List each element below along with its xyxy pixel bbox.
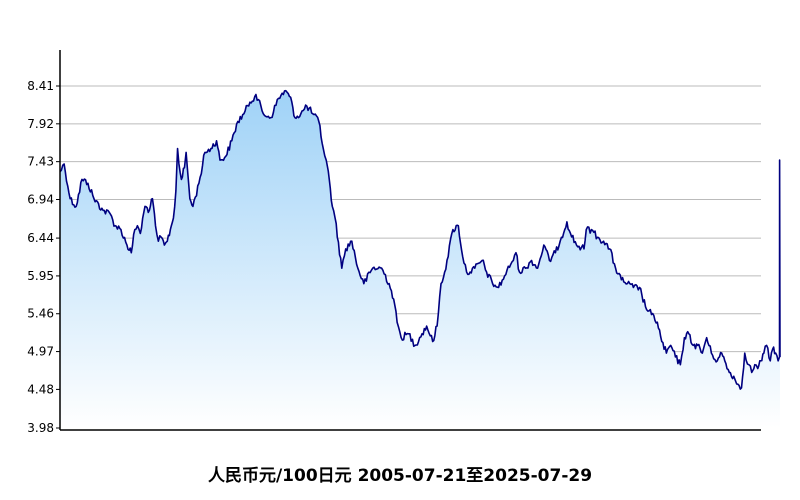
y-tick-label: 4.97 <box>27 345 54 359</box>
chart-title: 人民币元/100日元 2005-07-21至2025-07-29 <box>207 466 593 486</box>
series-line <box>59 89 781 390</box>
series-area <box>60 90 780 428</box>
y-tick-label: 6.94 <box>27 192 54 206</box>
y-tick-label: 6.44 <box>27 231 54 245</box>
y-tick-label: 7.43 <box>27 155 54 169</box>
y-tick-label: 5.46 <box>27 307 54 321</box>
y-tick-label: 4.48 <box>27 382 54 396</box>
y-axis-ticks: 3.98 4.48 4.97 5.46 5.95 6.44 6.94 7.43 7.92 8.41 <box>27 79 60 435</box>
y-tick-label: 8.41 <box>27 79 54 93</box>
y-tick-label: 7.92 <box>27 117 54 131</box>
y-tick-label: 3.98 <box>27 421 54 435</box>
y-tick-label: 5.95 <box>27 269 54 283</box>
